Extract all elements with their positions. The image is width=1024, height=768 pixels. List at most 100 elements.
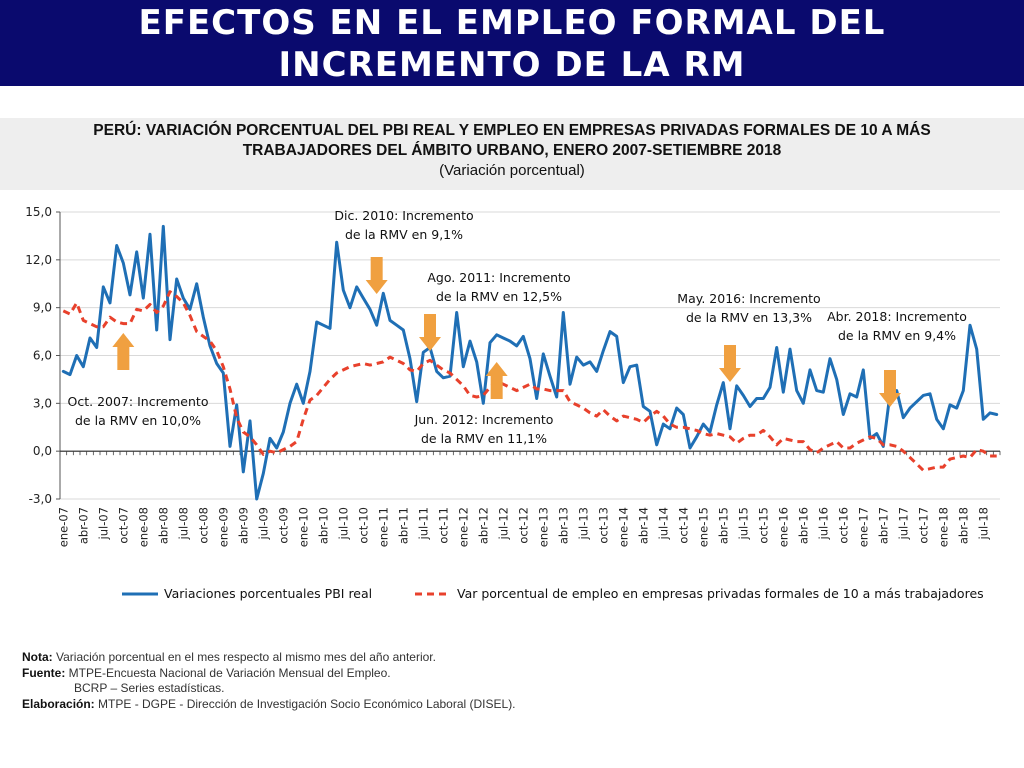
annotation-label-line2: de la RMV en 13,3% <box>686 310 812 325</box>
page-title-line2: INCREMENTO DE LA RM <box>278 45 746 85</box>
x-tick-label: oct-16 <box>836 507 850 544</box>
annotation: Dic. 2010: Incremento de la RMV en 9,1% <box>334 208 474 294</box>
x-tick-label: jul-10 <box>336 507 350 540</box>
arrow-down-icon <box>879 370 901 407</box>
x-tick-label: ene-08 <box>136 507 150 547</box>
x-tick-label: jul-14 <box>656 507 670 540</box>
annotation: Jun. 2012: Incremento de la RMV en 11,1% <box>414 362 554 446</box>
annotation-label-line1: May. 2016: Incremento <box>677 291 820 306</box>
arrow-down-icon <box>365 257 388 294</box>
x-tick-label: abr-13 <box>556 507 570 544</box>
annotation-label-line2: de la RMV en 9,4% <box>838 328 956 343</box>
line-chart: ene-07 abr-07 jul-07 oct-07 ene-08 abr-08 jul-… <box>25 205 1001 601</box>
x-tick-label: ene-13 <box>536 507 550 547</box>
x-tick-label: abr-09 <box>236 507 250 544</box>
x-tick-label: ene-16 <box>776 507 790 547</box>
x-tick-label: oct-07 <box>116 507 130 544</box>
x-tick-label: jul-11 <box>416 507 430 540</box>
arrow-down-icon <box>719 345 741 382</box>
title-bar: EFECTOS EN EL EMPLEO FORMAL DEL INCREMEN… <box>0 0 1024 86</box>
x-tick-label: jul-17 <box>896 507 910 540</box>
x-tick-label: ene-14 <box>616 507 630 547</box>
x-tick-label: jul-15 <box>736 507 750 540</box>
note-text: Variación porcentual en el mes respecto … <box>52 650 436 664</box>
annotation-label-line1: Abr. 2018: Incremento <box>827 309 967 324</box>
chart-title-line3: (Variación porcentual) <box>439 162 585 179</box>
footnotes: Nota: Variación porcentual en el mes res… <box>22 650 516 712</box>
annotation-label-line1: Dic. 2010: Incremento <box>334 208 473 223</box>
chart-title-line1: PERÚ: VARIACIÓN PORCENTUAL DEL PBI REAL … <box>93 122 931 139</box>
elaboration-line: Elaboración: MTPE - DGPE - Dirección de … <box>22 697 516 713</box>
annotation-label-line2: de la RMV en 10,0% <box>75 413 201 428</box>
x-tick-label: abr-08 <box>156 507 170 544</box>
legend-label-empleo: Var porcentual de empleo en empresas pri… <box>457 586 984 601</box>
x-tick-label: oct-12 <box>516 507 530 544</box>
page-title-line1: EFECTOS EN EL EMPLEO FORMAL DEL <box>138 3 886 43</box>
x-axis-ticks: ene-07 abr-07 jul-07 oct-07 ene-08 abr-08 jul-… <box>56 451 1001 547</box>
annotation-label-line2: de la RMV en 12,5% <box>436 289 562 304</box>
x-tick-label: jul-09 <box>256 507 270 540</box>
annotation-label-line1: Jun. 2012: Incremento <box>414 412 554 427</box>
note-line: Nota: Variación porcentual en el mes res… <box>22 650 516 666</box>
x-tick-label: jul-13 <box>576 507 590 540</box>
x-tick-label: ene-11 <box>376 507 390 547</box>
note-label: Nota: <box>22 650 53 664</box>
x-tick-label: oct-08 <box>196 507 210 544</box>
chart-series <box>61 224 999 501</box>
x-tick-label: oct-17 <box>916 507 930 544</box>
arrow-up-icon <box>112 333 135 370</box>
x-tick-label: oct-09 <box>276 507 290 544</box>
source-text: MTPE-Encuesta Nacional de Variación Mens… <box>65 665 391 680</box>
annotation: Ago. 2011: Incremento de la RMV en 12,5% <box>419 270 571 351</box>
y-tick-label: 0,0 <box>33 444 52 458</box>
y-axis-ticks: -3,0 0,0 3,0 6,0 9,0 12,0 15,0 <box>25 205 60 506</box>
x-tick-label: abr-10 <box>316 507 330 544</box>
arrow-up-icon <box>485 362 508 399</box>
x-tick-label: ene-18 <box>936 507 950 547</box>
source-line: Fuente: MTPE-Encuesta Nacional de Variac… <box>22 666 516 682</box>
y-tick-label: 9,0 <box>33 301 52 315</box>
elaboration-label: Elaboración: <box>22 696 95 711</box>
x-tick-label: ene-15 <box>696 507 710 547</box>
chart-annotations: Oct. 2007: Incremento de la RMV en 10,0% D… <box>68 208 967 446</box>
x-tick-label: ene-07 <box>56 507 70 547</box>
source-label: Fuente: <box>22 665 66 680</box>
x-tick-label: jul-07 <box>96 507 110 540</box>
annotation-label-line1: Ago. 2011: Incremento <box>427 270 570 285</box>
x-tick-label: jul-12 <box>496 507 510 540</box>
x-tick-label: oct-11 <box>436 507 450 544</box>
x-tick-label: ene-09 <box>216 507 230 547</box>
y-tick-label: 12,0 <box>25 253 52 267</box>
x-tick-label: abr-12 <box>476 507 490 544</box>
x-tick-label: oct-15 <box>756 507 770 544</box>
x-tick-label: oct-13 <box>596 507 610 544</box>
y-tick-label: 3,0 <box>33 396 52 410</box>
x-tick-label: oct-14 <box>676 507 690 544</box>
x-tick-label: abr-17 <box>876 507 890 544</box>
arrow-down-icon <box>419 314 441 351</box>
series-line-pbi-real <box>61 224 999 501</box>
x-tick-label: abr-14 <box>636 507 650 544</box>
x-tick-label: jul-16 <box>816 507 830 540</box>
x-tick-label: abr-07 <box>76 507 90 544</box>
x-tick-label: jul-18 <box>976 507 990 540</box>
x-tick-label: abr-18 <box>956 507 970 544</box>
annotation-label-line1: Oct. 2007: Incremento <box>68 394 209 409</box>
x-tick-label: abr-15 <box>716 507 730 544</box>
y-tick-label: 15,0 <box>25 205 52 219</box>
annotation: Oct. 2007: Incremento de la RMV en 10,0% <box>68 333 209 428</box>
annotation: Abr. 2018: Incremento de la RMV en 9,4% <box>827 309 967 407</box>
legend-label-pbi: Variaciones porcentuales PBI real <box>164 586 372 601</box>
x-tick-label: oct-10 <box>356 507 370 544</box>
elaboration-text: MTPE - DGPE - Dirección de Investigación… <box>94 696 516 711</box>
source-line-2: BCRP – Series estadísticas. <box>74 681 225 695</box>
annotation: May. 2016: Incremento de la RMV en 13,3% <box>677 291 821 382</box>
x-tick-label: ene-17 <box>856 507 870 547</box>
x-tick-label: ene-10 <box>296 507 310 547</box>
x-tick-label: abr-16 <box>796 507 810 544</box>
x-tick-label: jul-08 <box>176 507 190 540</box>
chart-subtitle-box: PERÚ: VARIACIÓN PORCENTUAL DEL PBI REAL … <box>0 118 1024 190</box>
chart-title-line2: TRABAJADORES DEL ÁMBITO URBANO, ENERO 20… <box>242 142 782 159</box>
annotation-label-line2: de la RMV en 11,1% <box>421 431 547 446</box>
series-line-empleo-formal <box>62 290 997 472</box>
